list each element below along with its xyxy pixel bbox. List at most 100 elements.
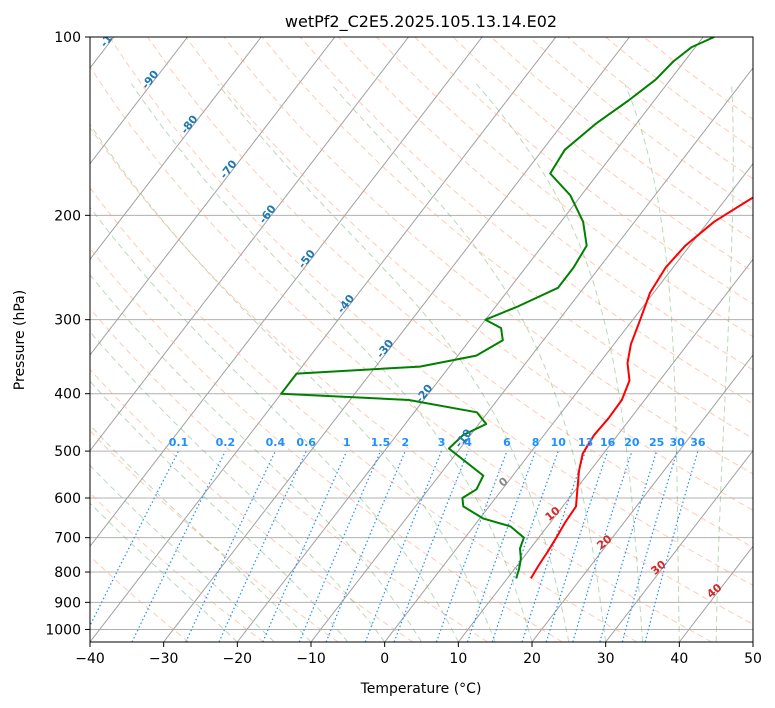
dry-adiabat-line xyxy=(90,126,712,642)
isotherm-line xyxy=(90,37,483,548)
x-tick-label: −30 xyxy=(149,651,179,667)
mixing-ratio-line xyxy=(644,450,699,642)
dry-adiabat-line xyxy=(376,37,753,338)
mixing-ratio-line xyxy=(572,450,633,642)
y-tick-label: 700 xyxy=(54,531,81,547)
isotherm-line xyxy=(90,37,262,261)
isotherm-line xyxy=(90,37,557,642)
moist-adiabat-line xyxy=(90,502,238,642)
mixing-ratio-label: 6 xyxy=(503,436,511,449)
mixing-ratio-label: 0.6 xyxy=(296,436,316,449)
mixing-ratio-line xyxy=(393,450,469,642)
moist-adiabat-line xyxy=(90,123,496,642)
moist-adiabat-line xyxy=(624,83,680,642)
isotherm-line xyxy=(752,641,753,642)
mixing-ratio-label: 10 xyxy=(551,436,567,449)
y-tick-label: 400 xyxy=(54,387,81,403)
plot-frame xyxy=(89,36,754,643)
moist-adiabat-line xyxy=(476,83,643,642)
mixing-ratio-label: 36 xyxy=(690,436,706,449)
dry-adiabat-line xyxy=(109,37,753,586)
mixing-ratio-line xyxy=(325,450,406,642)
mixing-ratio-line xyxy=(621,450,678,642)
y-tick-label: 200 xyxy=(54,208,81,224)
y-tick-label: 300 xyxy=(54,313,81,329)
dry-adiabat-line xyxy=(414,37,753,305)
mixing-ratio-label: 0.1 xyxy=(169,436,189,449)
dry-adiabat-line xyxy=(90,247,563,642)
x-tick-label: 0 xyxy=(380,651,389,667)
dry-adiabat-line xyxy=(147,37,753,548)
x-tick-label: −40 xyxy=(75,651,105,667)
y-tick-label: 1000 xyxy=(45,622,81,638)
mixing-ratio-label: 20 xyxy=(624,436,640,449)
mixing-ratio-label: 13 xyxy=(578,436,593,449)
mixing-ratio-line xyxy=(90,450,180,628)
dry-adiabat-line xyxy=(90,430,339,642)
x-tick-label: 30 xyxy=(597,651,615,667)
dry-adiabat-line xyxy=(90,555,190,642)
moist-adiabat-line xyxy=(90,380,349,642)
y-tick-label: 600 xyxy=(54,491,81,507)
moist-adiabat-line xyxy=(90,274,422,642)
mixing-ratio-line xyxy=(262,450,348,642)
chart-title: wetPf2_C2E5.2025.105.13.14.E02 xyxy=(285,12,557,32)
moist-adiabat-line xyxy=(217,83,570,642)
isotherm-line xyxy=(90,37,336,356)
dewpoint-profile-line xyxy=(280,37,715,579)
isotherm-line xyxy=(605,449,753,642)
mixing-ratio-label: 0.2 xyxy=(216,436,236,449)
x-tick-label: −10 xyxy=(296,651,326,667)
dry-adiabat-line xyxy=(90,368,414,642)
isotherm-line xyxy=(163,37,630,642)
isotherm-line xyxy=(90,37,409,452)
dry-adiabat-line xyxy=(338,37,753,371)
dry-adiabat-line xyxy=(299,37,753,405)
x-tick-label: 10 xyxy=(449,651,467,667)
moist-adiabat-line xyxy=(90,330,386,642)
mixing-ratio-line xyxy=(131,450,226,642)
moist-adiabat-line xyxy=(752,630,753,642)
isotherm-line xyxy=(457,258,753,642)
mixing-ratio-label: 16 xyxy=(600,436,616,449)
moist-adiabat-line xyxy=(715,83,734,642)
mixing-ratio-label: 0.4 xyxy=(266,436,286,449)
isotherm-line xyxy=(236,37,704,642)
mixing-ratio-label: 4 xyxy=(464,436,472,449)
moist-adiabat-line xyxy=(90,206,459,642)
x-tick-label: 50 xyxy=(744,651,762,667)
mixing-ratio-line xyxy=(599,450,658,642)
plot-background xyxy=(90,37,753,642)
mixing-ratio-label: 3 xyxy=(438,436,446,449)
mixing-ratio-label: 25 xyxy=(649,436,664,449)
y-tick-label: 900 xyxy=(54,595,81,611)
mixing-ratio-label: 1 xyxy=(343,436,351,449)
isotherm-line xyxy=(531,354,753,642)
dry-adiabat-line xyxy=(90,307,488,642)
x-axis-title: Temperature (°C) xyxy=(360,681,482,697)
x-tick-label: 40 xyxy=(670,651,688,667)
mixing-ratio-line xyxy=(466,450,537,642)
x-tick-label: −20 xyxy=(223,651,253,667)
mixing-ratio-label: 1.5 xyxy=(371,436,391,449)
y-tick-label: 100 xyxy=(54,30,81,46)
isotherm-line xyxy=(90,37,188,165)
isotherm-line xyxy=(384,162,753,642)
mixing-ratio-label: 2 xyxy=(402,436,410,449)
y-axis-title: Pressure (hPa) xyxy=(12,290,28,390)
x-tick-label: 20 xyxy=(523,651,541,667)
mixing-ratio-label: 30 xyxy=(669,436,685,449)
mixing-ratio-line xyxy=(435,450,508,642)
temperature-profile-line xyxy=(530,196,753,579)
mixing-ratio-line xyxy=(521,450,587,642)
mixing-ratio-label: 8 xyxy=(532,436,540,449)
moist-adiabat-line xyxy=(330,83,607,642)
dry-adiabat-line xyxy=(90,65,753,625)
mixing-ratio-line xyxy=(364,450,443,642)
dry-adiabat-line xyxy=(90,187,638,642)
mixing-ratio-line xyxy=(545,450,609,642)
mixing-ratio-line xyxy=(298,450,382,642)
mixing-ratio-line xyxy=(491,450,559,642)
y-tick-label: 500 xyxy=(54,444,81,460)
